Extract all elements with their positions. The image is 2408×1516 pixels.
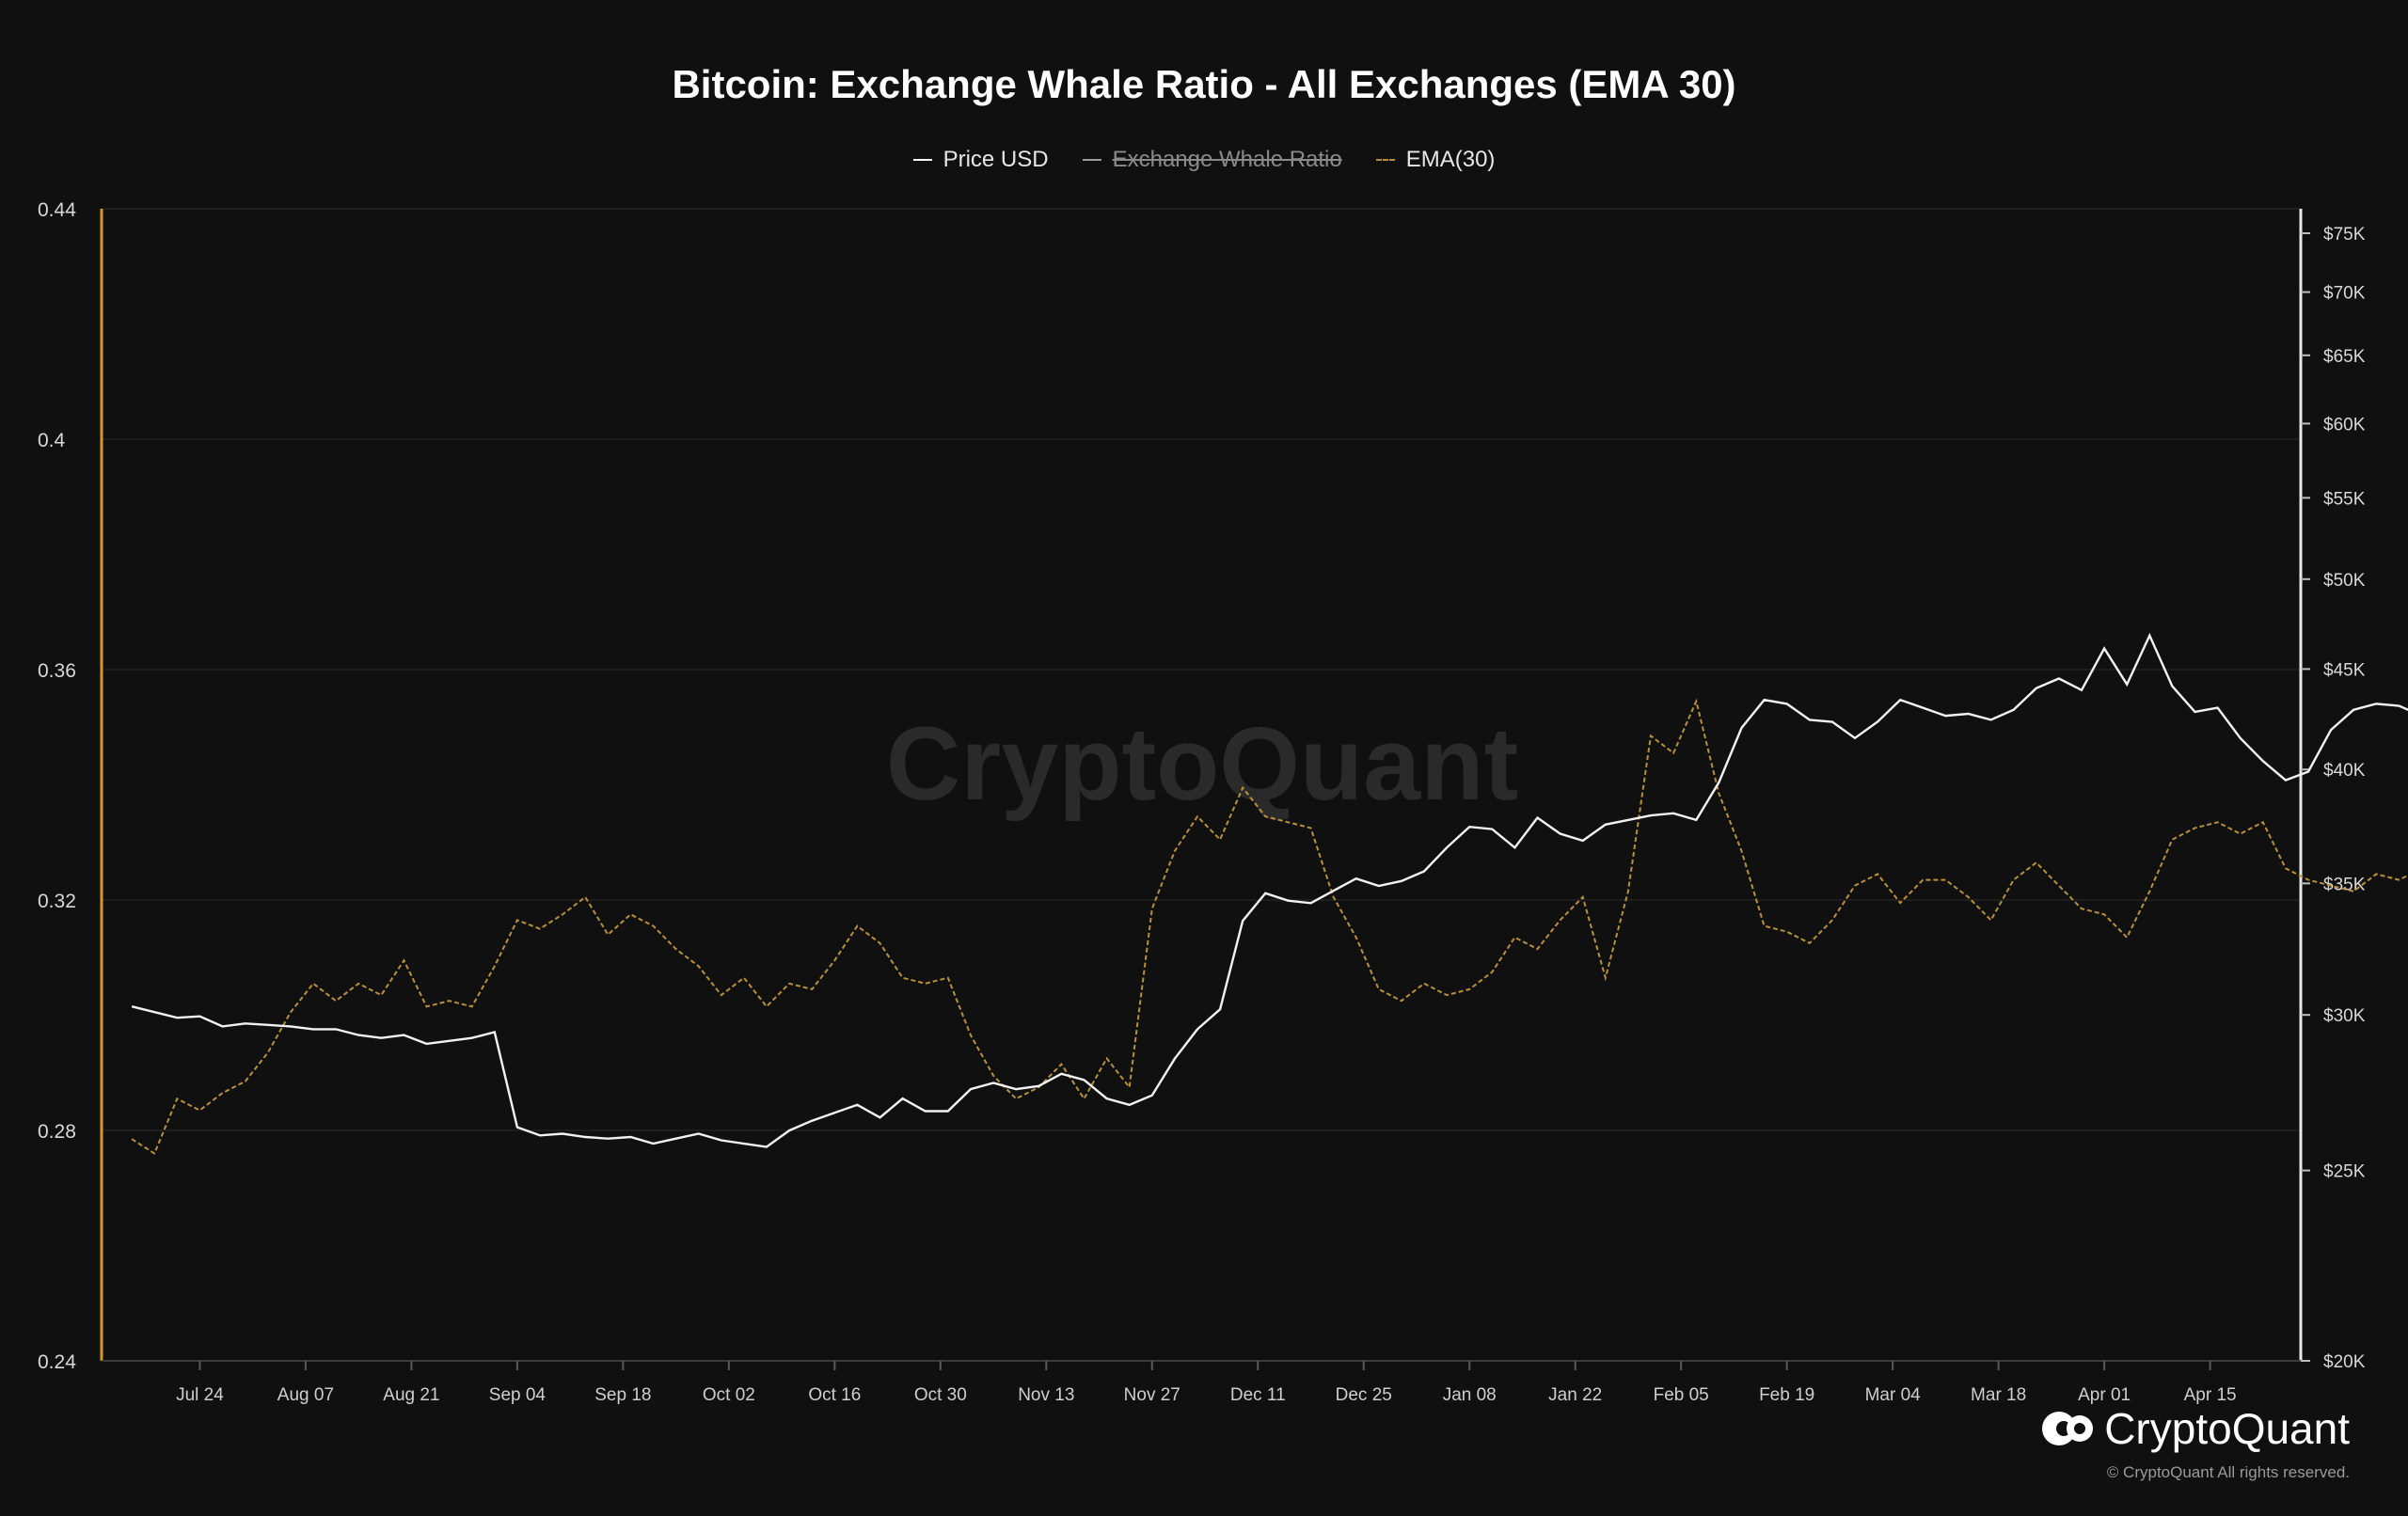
chart-legend: Price USD Exchange Whale Ratio EMA(30)	[0, 147, 2408, 173]
x-tick-label: Nov 27	[1124, 1385, 1180, 1405]
left-tick-label: 0.4	[38, 430, 66, 451]
legend-swatch-ema	[1375, 159, 1395, 161]
x-tick-label: Oct 16	[808, 1385, 861, 1405]
right-axis-ticks: $75K $70K $65K $60K $55K $50K $45K $40K $35K $30K…	[2301, 225, 2366, 1372]
brand-name: CryptoQuant	[2104, 1404, 2350, 1453]
x-tick-label: Sep 04	[489, 1385, 547, 1405]
x-tick-label: Apr 01	[2078, 1385, 2131, 1405]
x-tick-label: Jul 24	[176, 1385, 224, 1405]
left-tick-label: 0.36	[38, 660, 76, 682]
x-tick-label: Feb 05	[1654, 1385, 1709, 1405]
x-tick-label: Feb 19	[1759, 1385, 1814, 1405]
right-tick-label: $55K	[2323, 489, 2366, 509]
right-tick-label: $65K	[2323, 347, 2366, 367]
x-tick-label: Aug 07	[277, 1385, 334, 1405]
right-tick-label: $25K	[2323, 1162, 2366, 1182]
x-tick-label: Apr 15	[2184, 1385, 2237, 1405]
right-tick-label: $70K	[2323, 284, 2366, 304]
x-tick-label: Jan 22	[1548, 1385, 1602, 1405]
x-tick-label: Sep 18	[594, 1385, 651, 1405]
brand-logo: CryptoQuant	[2040, 1403, 2350, 1454]
x-tick-label: Nov 13	[1018, 1385, 1074, 1405]
right-tick-label: $20K	[2323, 1352, 2366, 1372]
right-tick-label: $40K	[2323, 761, 2366, 781]
x-axis-ticks: Jul 24 Aug 07 Aug 21 Sep 04 Sep 18 Oct 02 Oct …	[176, 1361, 2237, 1405]
cryptoquant-logo-icon	[2042, 1412, 2094, 1445]
watermark: CryptoQuant	[886, 706, 1518, 822]
right-tick-label: $75K	[2323, 225, 2366, 245]
left-tick-label: 0.32	[38, 891, 76, 912]
x-tick-label: Aug 21	[383, 1385, 439, 1405]
legend-swatch-price	[912, 159, 932, 161]
left-tick-label: 0.44	[38, 199, 76, 221]
left-tick-label: 0.24	[38, 1351, 76, 1373]
right-tick-label: $50K	[2323, 571, 2366, 591]
series-line-price	[131, 632, 2408, 1148]
legend-item-whale-ratio[interactable]: Exchange Whale Ratio	[1082, 147, 1342, 173]
right-tick-label: $45K	[2323, 660, 2366, 680]
x-tick-label: Oct 30	[914, 1385, 967, 1405]
legend-item-price[interactable]: Price USD	[912, 147, 1049, 173]
legend-label-whale-ratio: Exchange Whale Ratio	[1112, 147, 1342, 172]
x-tick-label: Jan 08	[1443, 1385, 1497, 1405]
right-tick-label: $35K	[2323, 875, 2366, 894]
x-tick-label: Mar 04	[1865, 1385, 1922, 1405]
left-axis-ticks: 0.44 0.4 0.36 0.32 0.28 0.24	[38, 199, 76, 1373]
x-tick-label: Mar 18	[1971, 1385, 2026, 1405]
x-tick-label: Dec 11	[1230, 1385, 1286, 1405]
legend-label-price: Price USD	[943, 147, 1049, 172]
copyright-notice: © CryptoQuant All rights reserved.	[2106, 1463, 2350, 1481]
series-line-ema	[131, 698, 2408, 1155]
right-tick-label: $30K	[2323, 1006, 2366, 1026]
legend-item-ema[interactable]: EMA(30)	[1375, 147, 1496, 173]
right-tick-label: $60K	[2323, 415, 2366, 434]
legend-swatch-whale-ratio	[1082, 159, 1101, 161]
chart-title: Bitcoin: Exchange Whale Ratio - All Exch…	[672, 62, 1736, 106]
x-tick-label: Dec 25	[1336, 1385, 1392, 1405]
left-tick-label: 0.28	[38, 1121, 76, 1143]
x-tick-label: Oct 02	[703, 1385, 755, 1405]
grid-lines	[102, 208, 2301, 1131]
legend-label-ema: EMA(30)	[1405, 147, 1496, 172]
